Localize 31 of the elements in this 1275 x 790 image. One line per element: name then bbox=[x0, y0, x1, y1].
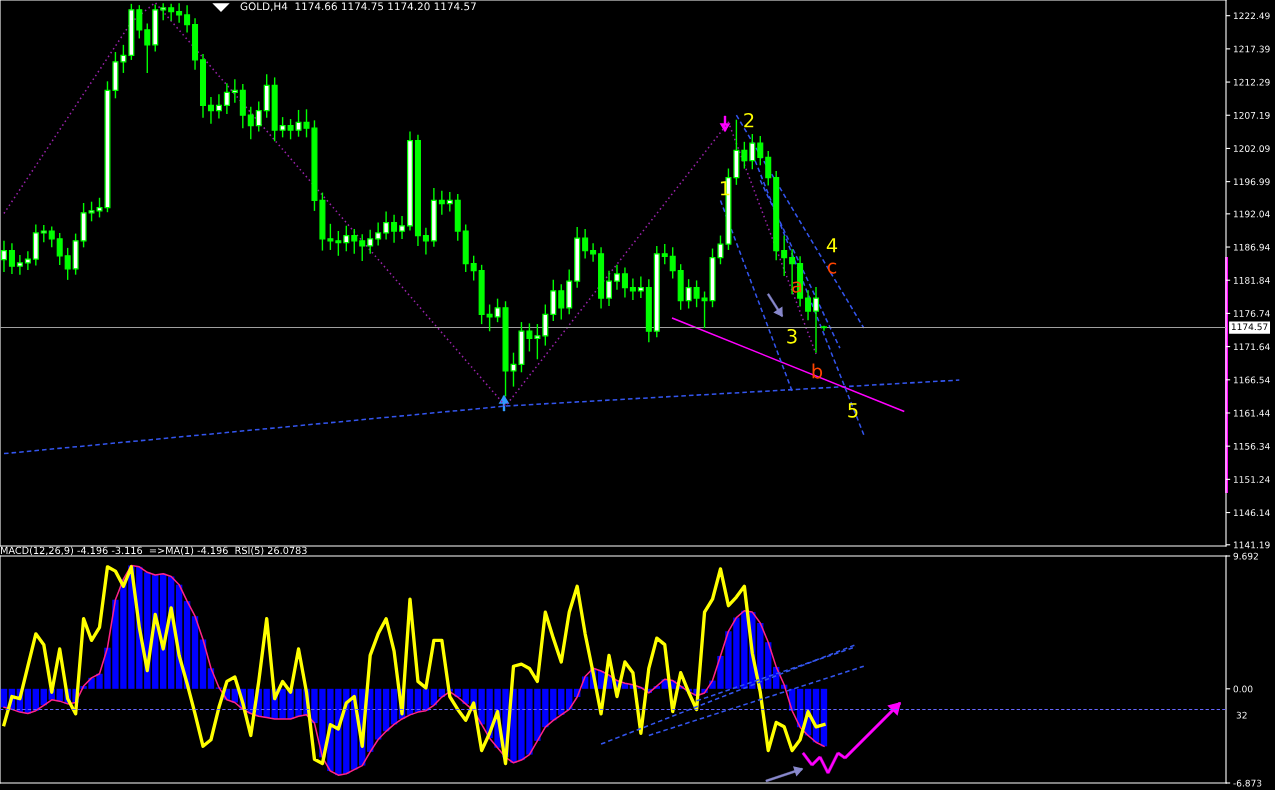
y-tick-label: 1212.29 bbox=[1233, 78, 1270, 86]
y-tick-label: 1192.04 bbox=[1233, 210, 1270, 218]
annotation: 4 bbox=[826, 238, 838, 253]
y-tick-label: 1171.64 bbox=[1233, 343, 1270, 351]
y-tick-label: 1141.19 bbox=[1233, 541, 1270, 549]
y-tick-label: 1176.74 bbox=[1233, 310, 1270, 317]
annotation: 2 bbox=[744, 112, 754, 128]
y-tick-label: 1217.39 bbox=[1233, 45, 1270, 53]
chart-title: GOLD,H4 1174.66 1174.75 1174.20 1174.57 bbox=[240, 2, 476, 12]
annotation: 5 bbox=[848, 403, 858, 418]
chart-title: MACD(12,26,9) -4.196 -3.116 =>MA(1) -4.196 RSI(5) 26.0783 bbox=[0, 546, 307, 556]
y-tick-label: 1196.99 bbox=[1233, 178, 1270, 186]
y-tick-label: 1151.24 bbox=[1233, 476, 1270, 483]
annotation: 3 bbox=[787, 328, 797, 344]
text: 32 bbox=[1236, 711, 1247, 719]
annotation: 1 bbox=[720, 181, 730, 196]
y-tick-label: 0.00 bbox=[1233, 685, 1253, 693]
annotation: c bbox=[827, 262, 837, 274]
y-tick-label: 1146.14 bbox=[1233, 509, 1270, 517]
y-tick-label: 1207.19 bbox=[1233, 111, 1270, 119]
y-tick-label: 1161.44 bbox=[1233, 409, 1270, 417]
y-tick-label: 9.692 bbox=[1233, 552, 1258, 560]
ref-line-label: 1174.57 bbox=[1231, 323, 1268, 331]
y-tick-label: 1222.49 bbox=[1233, 12, 1270, 20]
y-tick-label: 1202.09 bbox=[1233, 145, 1270, 152]
y-tick-label: -6.873 bbox=[1233, 779, 1262, 787]
annotation: b bbox=[812, 363, 823, 379]
y-tick-label: 1166.54 bbox=[1233, 376, 1270, 384]
y-tick-label: 1181.84 bbox=[1233, 276, 1270, 284]
y-tick-label: 1186.94 bbox=[1233, 243, 1270, 251]
y-tick-label: 1156.34 bbox=[1233, 442, 1270, 450]
